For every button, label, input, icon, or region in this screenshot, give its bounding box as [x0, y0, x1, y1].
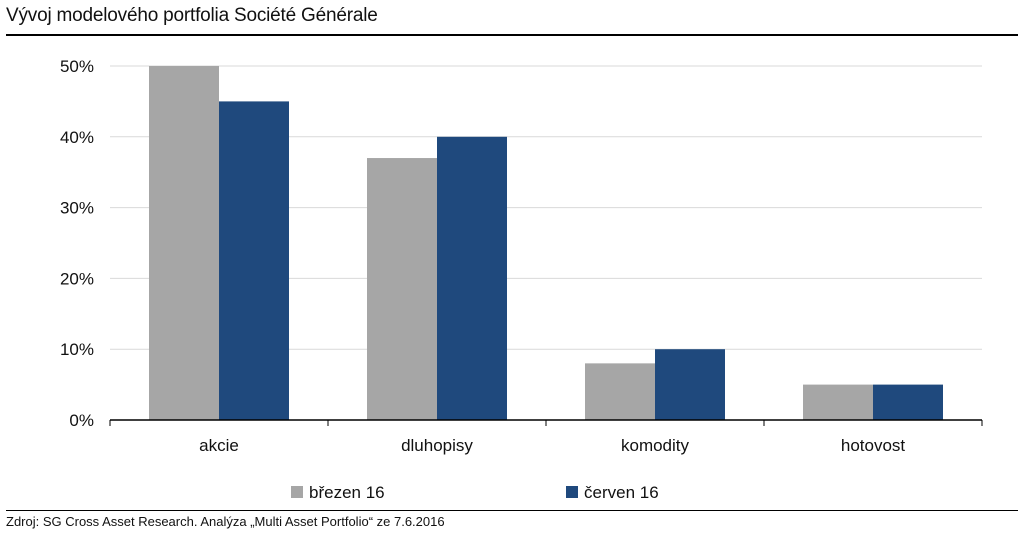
axes: 0% 10% 20% 30% 40% 50% akcie dluhopisy komodity h… — [60, 57, 983, 455]
legend: březen 16 červen 16 — [291, 483, 659, 502]
footer-divider — [6, 510, 1018, 511]
y-tick-label: 0% — [69, 411, 94, 430]
bar-komodity-series-1 — [585, 363, 655, 420]
legend-swatch — [566, 486, 578, 498]
source-note: Zdroj: SG Cross Asset Research. Analýza … — [6, 514, 445, 529]
bar-dluhopisy-series-1 — [367, 158, 437, 421]
y-tick-label: 50% — [60, 57, 94, 76]
chart-title: Vývoj modelového portfolia Société Génér… — [6, 5, 378, 26]
title-divider — [6, 34, 1018, 36]
x-tick-label: akcie — [199, 436, 239, 455]
bar-akcie-series-1 — [149, 66, 219, 420]
y-tick-label: 20% — [60, 269, 94, 288]
bar-hotovost-series-1 — [803, 384, 873, 420]
bar-chart: 0% 10% 20% 30% 40% 50% akcie dluhopisy komodity h… — [60, 57, 983, 502]
bar-hotovost-series-2 — [873, 384, 943, 420]
legend-label: březen 16 — [309, 483, 385, 502]
bar-dluhopisy-series-2 — [437, 136, 507, 421]
legend-swatch — [291, 486, 303, 498]
y-tick-label: 10% — [60, 340, 94, 359]
x-tick-label: komodity — [621, 436, 690, 455]
y-tick-label: 40% — [60, 128, 94, 147]
bar-akcie-series-2 — [219, 101, 289, 421]
y-tick-label: 30% — [60, 199, 94, 218]
legend-label: červen 16 — [584, 483, 659, 502]
bar-komodity-series-2 — [655, 349, 725, 420]
bars — [149, 66, 943, 421]
x-tick-label: hotovost — [841, 436, 906, 455]
x-tick-label: dluhopisy — [401, 436, 473, 455]
